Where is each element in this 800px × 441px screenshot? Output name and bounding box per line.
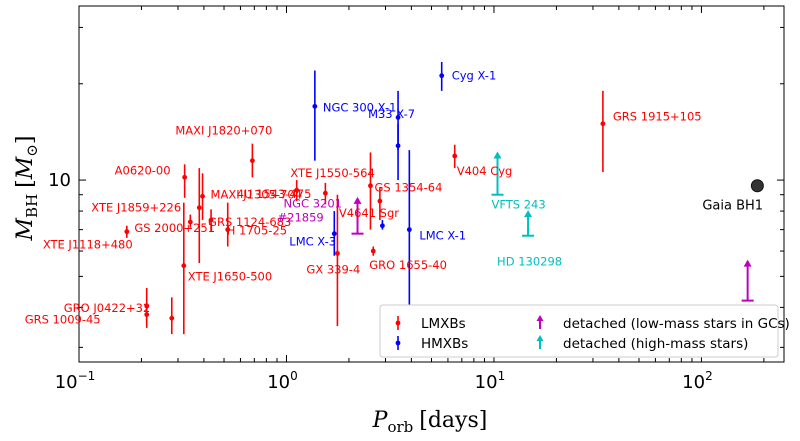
- data-point: [294, 187, 300, 193]
- data-point: [380, 223, 385, 229]
- legend-label: LMXBs: [421, 316, 466, 332]
- point-label: NGC 3201 #21859: [278, 196, 342, 224]
- legend-label: detached (low-mass stars in GCs): [563, 316, 790, 332]
- axis-ticks: 10−1 100 101 102 10: [48, 6, 784, 393]
- x-tick-label: 10−1: [55, 369, 96, 393]
- legend-label: detached (high-mass stars): [563, 336, 748, 352]
- x-tick-label: 102: [682, 369, 713, 393]
- point-label: Cyg X-1: [452, 69, 497, 83]
- data-point: [312, 103, 318, 109]
- data-point: [182, 174, 188, 180]
- point-label: HD 130298: [497, 255, 562, 269]
- point-label: Gaia BH1: [702, 199, 763, 214]
- legend-marker-arrow: [536, 315, 544, 321]
- legend-marker-dot: [395, 320, 401, 326]
- point-label: H 1705-25: [227, 224, 287, 238]
- x-tick-label: 101: [475, 369, 506, 393]
- point-label: GRS 1124-683: [208, 215, 291, 229]
- point-label: GS 1354-64: [374, 181, 442, 195]
- data-point: [331, 231, 337, 237]
- data-point: [368, 183, 373, 189]
- data-point: [200, 193, 205, 199]
- data-point: [406, 227, 412, 233]
- point-label: VFTS 243: [491, 198, 545, 212]
- point-label: MAXI J1820+070: [175, 124, 272, 138]
- data-point: [439, 73, 445, 79]
- point-label: GRO 1655-40: [369, 258, 447, 272]
- point-label: A0620-00: [115, 163, 171, 177]
- data-point: [395, 143, 401, 149]
- data-point: [169, 315, 175, 321]
- point-label: 4U 1543-475: [237, 187, 312, 201]
- point-label: MAXI J1305-704: [211, 187, 302, 201]
- data-point: [452, 153, 458, 159]
- arrow-head: [524, 210, 533, 218]
- data-point: [144, 303, 150, 309]
- data-point: [335, 250, 340, 256]
- x-tick-label: 100: [267, 369, 298, 393]
- data-point: [395, 114, 401, 120]
- point-label: V404 Cyg: [457, 164, 513, 178]
- y-tick-label: 10: [48, 170, 71, 191]
- data-point: [370, 248, 376, 254]
- data-point: [600, 121, 606, 127]
- data-point: [322, 190, 328, 196]
- point-label: GRO J0422+32: [64, 301, 151, 315]
- point-label: GS 2000+251: [134, 221, 215, 235]
- data-point: [225, 227, 231, 233]
- point-label: XTE J1650-500: [188, 270, 272, 284]
- data-point: [249, 158, 255, 164]
- arrow-head: [743, 259, 752, 267]
- data-point: [377, 198, 383, 204]
- legend: LMXBs HMXBs detached (low-mass stars in GC…: [379, 304, 790, 358]
- point-label: LMC X-3: [289, 235, 336, 249]
- arrow-head: [353, 196, 362, 204]
- point-label: GX 339-4: [306, 262, 360, 276]
- point-label: GRS 1009-45: [25, 313, 101, 327]
- point-label: XTE J1118+480: [43, 238, 133, 252]
- point-label: M33 X-7: [368, 107, 415, 121]
- point-label: LMC X-1: [419, 229, 466, 243]
- y-axis-label: MBH[M⊙]: [13, 136, 41, 242]
- x-axis-label: Porb [days]: [372, 408, 488, 436]
- legend-marker-arrow: [536, 335, 544, 341]
- data-point: [187, 219, 193, 225]
- data-point: [208, 217, 214, 223]
- point-label: NGC 300 X-1: [323, 100, 397, 114]
- gaia-bh1-marker: [750, 179, 764, 193]
- legend-marker-dot: [395, 340, 401, 346]
- data-point: [181, 263, 187, 269]
- point-label: V4641 Sgr: [339, 206, 399, 220]
- data-point: [196, 205, 202, 211]
- data-point: [124, 229, 130, 235]
- data-points: [124, 61, 764, 335]
- point-label: XTE J1550-564: [290, 166, 374, 180]
- legend-label: HMXBs: [421, 336, 468, 352]
- point-label: GRS 1915+105: [613, 110, 702, 124]
- legend-box: [379, 304, 779, 358]
- point-label: XTE J1859+226: [91, 201, 181, 215]
- arrow-head: [493, 151, 502, 159]
